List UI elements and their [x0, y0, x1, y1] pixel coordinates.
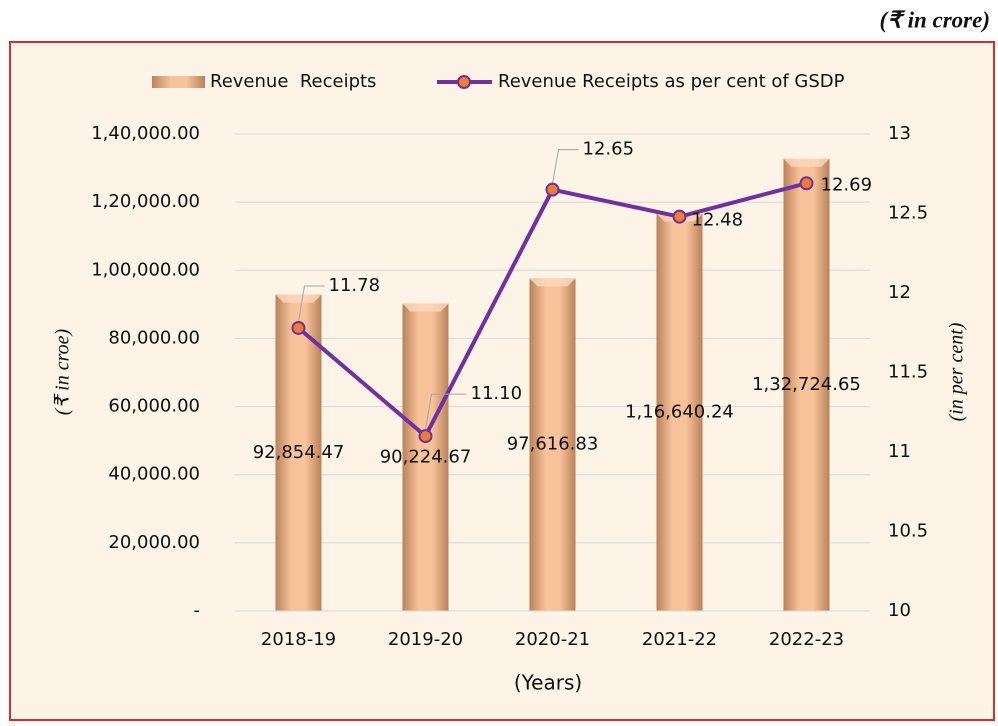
y-tick-label: 1,40,000.00	[91, 123, 200, 144]
leader-line	[425, 393, 467, 431]
line-marker	[291, 320, 306, 335]
line-value-label: 12.69	[821, 174, 873, 195]
chart-frame	[9, 41, 995, 721]
legend-label: Revenue Receipts	[210, 71, 376, 92]
line-marker	[672, 209, 687, 224]
line-marker	[799, 176, 814, 191]
bar-cap	[402, 303, 449, 312]
x-axis-title: (Years)	[514, 671, 582, 695]
line-marker	[545, 182, 560, 197]
unit-note: (₹ in crore)	[880, 7, 990, 32]
y2-tick-label: 11	[888, 441, 911, 462]
bar-value-label: 92,854.47	[253, 442, 345, 463]
bar	[402, 303, 449, 611]
line-value-label: 12.65	[583, 139, 635, 160]
x-tick-label: 2021-22	[642, 629, 717, 650]
y2-tick-label: 10.5	[888, 521, 928, 542]
y2-axis-title: (in per cent)	[946, 322, 968, 421]
bar	[656, 213, 703, 612]
line-value-label: 12.48	[692, 210, 744, 231]
x-tick-label: 2018-19	[261, 629, 336, 650]
y-tick-label: 80,000.00	[108, 327, 200, 348]
legend-swatch	[457, 75, 471, 89]
y-tick-label: 40,000.00	[108, 464, 200, 485]
leader-line	[552, 149, 579, 184]
y-tick-label: 1,00,000.00	[91, 259, 200, 280]
y-tick-label: -	[194, 600, 201, 621]
y-tick-label: 1,20,000.00	[91, 191, 200, 212]
bar-value-label: 90,224.67	[380, 446, 472, 467]
bar-value-label: 1,32,724.65	[752, 374, 861, 395]
bar	[275, 294, 322, 611]
y2-tick-label: 12.5	[888, 203, 928, 224]
bar-cap	[783, 158, 830, 167]
line-marker	[418, 429, 433, 444]
leader-line	[298, 285, 325, 323]
bar-value-label: 1,16,640.24	[625, 401, 734, 422]
y2-tick-label: 13	[888, 123, 911, 144]
y2-tick-label: 11.5	[888, 362, 928, 383]
x-tick-label: 2022-23	[769, 629, 844, 650]
y-axis-title: (₹ in croe)	[52, 328, 74, 415]
x-tick-label: 2019-20	[388, 629, 463, 650]
y2-tick-label: 12	[888, 282, 911, 303]
bar	[783, 158, 830, 612]
y2-tick-label: 10	[888, 600, 911, 621]
legend-label: Revenue Receipts as per cent of GSDP	[498, 71, 845, 92]
legend-swatch	[152, 76, 205, 88]
y-tick-label: 60,000.00	[108, 396, 200, 417]
line-value-label: 11.78	[329, 275, 381, 296]
bar-value-label: 97,616.83	[507, 434, 599, 455]
bar-cap	[529, 278, 576, 287]
x-tick-label: 2020-21	[515, 629, 590, 650]
y-tick-label: 20,000.00	[108, 532, 200, 553]
bar	[529, 278, 576, 611]
bar-cap	[275, 294, 322, 303]
line-value-label: 11.10	[471, 383, 523, 404]
